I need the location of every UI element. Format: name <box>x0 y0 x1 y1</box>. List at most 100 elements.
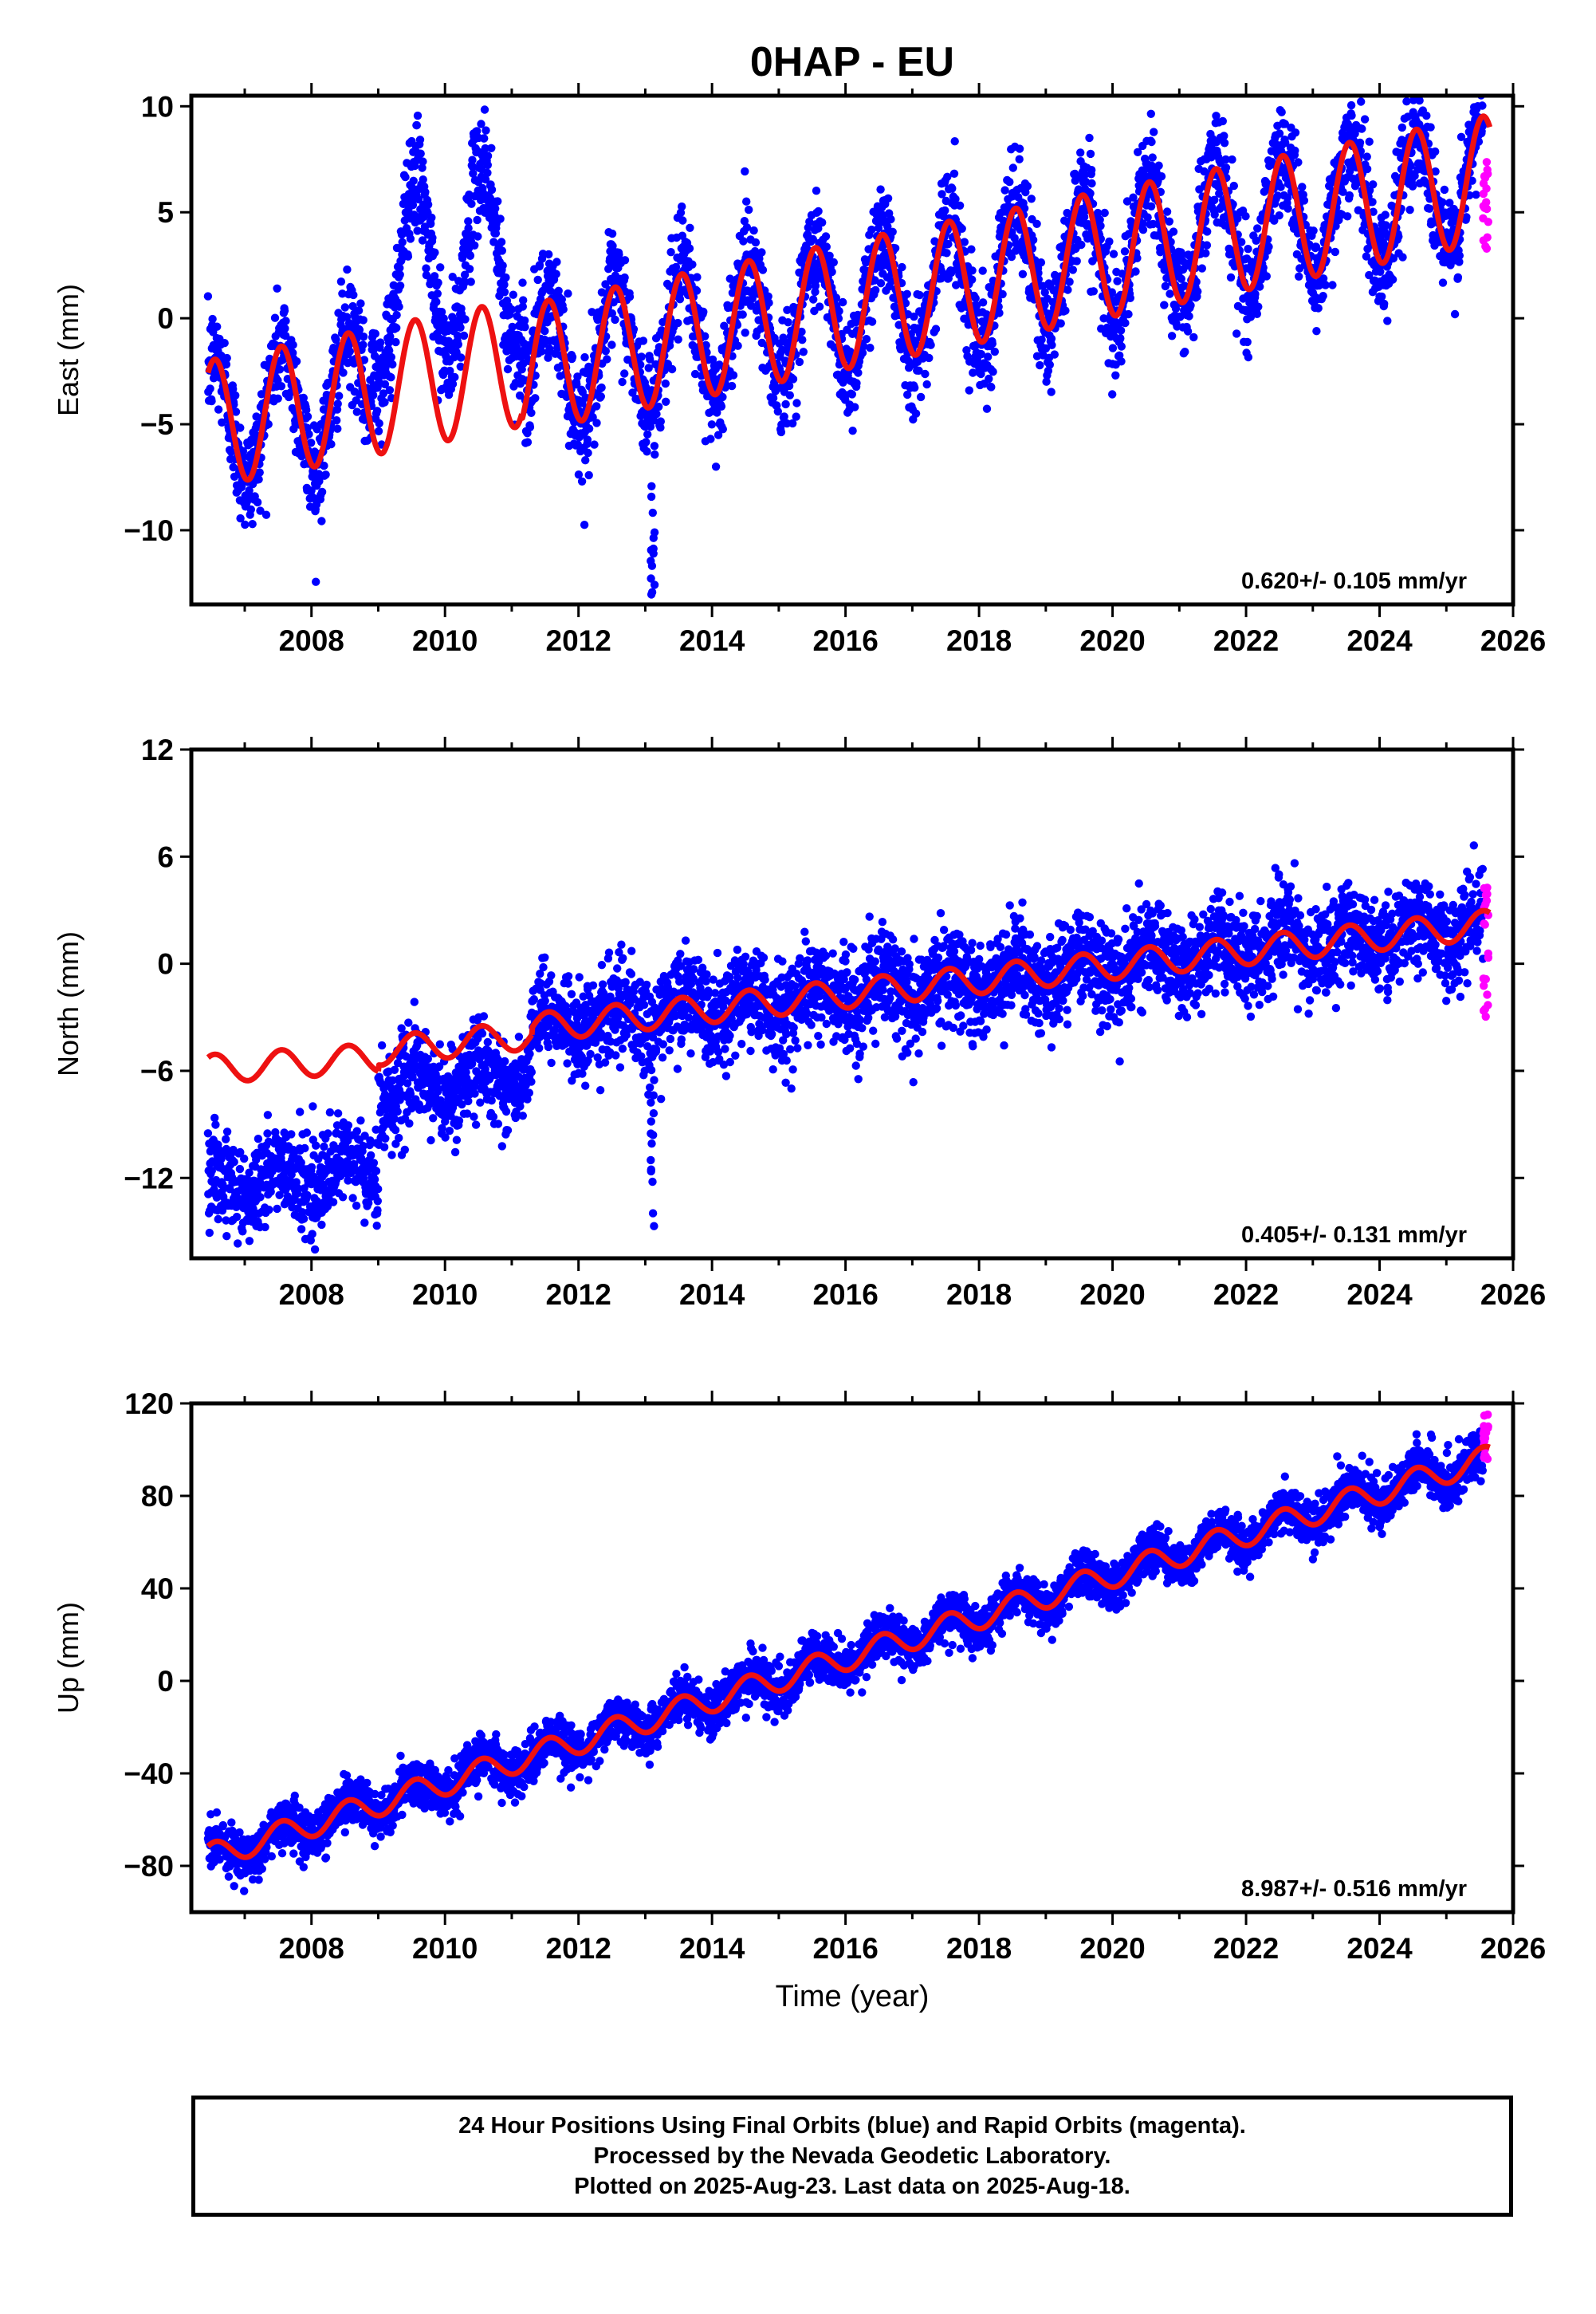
final-orbit-point <box>1358 124 1366 133</box>
final-orbit-point <box>960 238 969 246</box>
final-orbit-point <box>321 470 330 479</box>
final-orbit-point <box>1086 189 1095 198</box>
final-orbit-point <box>1291 146 1299 155</box>
x-tick-label: 2020 <box>1079 624 1145 657</box>
final-orbit-point <box>296 1108 305 1116</box>
final-orbit-point <box>1177 274 1186 283</box>
final-orbit-point <box>1309 226 1318 235</box>
final-orbit-point <box>583 435 592 444</box>
final-orbit-point <box>372 1222 381 1230</box>
final-orbit-point <box>739 237 748 246</box>
final-orbit-point <box>652 410 661 419</box>
final-orbit-point <box>203 292 213 301</box>
final-orbit-point <box>1455 258 1464 266</box>
final-orbit-point <box>1241 212 1250 221</box>
final-orbit-point <box>1181 348 1189 356</box>
final-orbit-point <box>387 352 395 362</box>
final-orbit-point <box>466 277 475 286</box>
final-orbit-point <box>390 1065 399 1075</box>
final-orbit-point <box>473 127 482 136</box>
final-orbit-point <box>921 369 930 379</box>
final-orbit-point <box>1047 334 1056 343</box>
final-orbit-point <box>764 292 772 301</box>
final-orbit-point <box>914 366 923 375</box>
final-orbit-point <box>1311 242 1321 251</box>
final-orbit-point <box>686 223 694 232</box>
final-orbit-point <box>246 505 255 514</box>
final-orbit-point <box>433 289 442 298</box>
final-orbit-point <box>518 302 527 311</box>
final-orbit-point <box>1189 333 1198 342</box>
y-tick-label: 0 <box>157 302 174 335</box>
final-orbit-point <box>309 1102 317 1111</box>
final-orbit-point <box>1045 360 1055 369</box>
final-orbit-point <box>971 293 980 303</box>
final-orbit-point <box>788 375 798 384</box>
final-orbit-point <box>647 574 655 583</box>
final-orbit-point <box>356 1116 365 1125</box>
final-orbit-point <box>388 1076 397 1085</box>
final-orbit-point <box>678 202 686 211</box>
final-orbit-point <box>493 197 502 206</box>
final-orbit-point <box>344 1176 352 1185</box>
final-orbit-point <box>390 1114 399 1124</box>
final-orbit-point <box>1478 101 1487 110</box>
final-orbit-point <box>661 379 670 388</box>
final-orbit-point <box>229 384 238 394</box>
final-orbit-point <box>890 244 900 253</box>
final-orbit-point <box>338 289 347 298</box>
final-orbit-point <box>371 1167 381 1175</box>
final-orbit-point <box>360 1218 369 1227</box>
final-orbit-point <box>707 420 717 429</box>
final-orbit-point <box>211 1120 220 1129</box>
final-orbit-point <box>1089 287 1099 296</box>
final-orbit-point <box>537 347 546 356</box>
final-orbit-point <box>690 369 700 379</box>
final-orbit-point <box>559 305 568 314</box>
final-orbit-point <box>518 278 527 287</box>
final-orbit-point <box>359 1142 368 1151</box>
final-orbit-point <box>943 172 952 181</box>
final-orbit-point <box>261 510 271 519</box>
final-orbit-point <box>226 447 236 456</box>
final-orbit-point <box>988 339 997 348</box>
east-axis-label: East (mm) <box>52 284 85 416</box>
final-orbit-point <box>809 295 818 304</box>
final-orbit-point <box>733 341 742 350</box>
final-orbit-point <box>636 360 645 369</box>
final-orbit-point <box>287 1170 296 1179</box>
x-tick-label: 2026 <box>1480 624 1546 657</box>
final-orbit-point <box>678 216 687 225</box>
final-orbit-point <box>480 105 489 114</box>
final-orbit-point <box>470 241 479 250</box>
final-orbit-point <box>1368 198 1377 207</box>
final-orbit-point <box>931 325 941 333</box>
final-orbit-point <box>1299 196 1309 205</box>
final-orbit-point <box>298 1208 307 1217</box>
final-orbit-point <box>647 557 655 565</box>
final-orbit-point <box>552 270 560 278</box>
final-orbit-point <box>1048 340 1056 349</box>
final-orbit-point <box>245 1237 254 1246</box>
final-orbit-point <box>297 1158 305 1167</box>
final-orbit-point <box>785 391 794 399</box>
final-orbit-point <box>496 214 505 223</box>
final-orbit-point <box>978 266 987 275</box>
final-orbit-point <box>1229 181 1239 191</box>
final-orbit-point <box>977 350 986 359</box>
final-orbit-point <box>203 1129 213 1138</box>
final-orbit-point <box>1252 236 1260 245</box>
final-orbit-point <box>1162 207 1172 216</box>
final-orbit-point <box>675 295 685 304</box>
final-orbit-point <box>527 408 536 417</box>
final-orbit-point <box>387 373 395 382</box>
final-orbit-point <box>428 234 437 242</box>
final-orbit-point <box>741 329 749 337</box>
final-orbit-point <box>596 392 605 401</box>
final-orbit-point <box>277 382 286 391</box>
final-orbit-point <box>355 325 364 334</box>
final-orbit-point <box>448 380 458 388</box>
final-orbit-point <box>642 438 651 447</box>
final-orbit-point <box>206 384 214 393</box>
